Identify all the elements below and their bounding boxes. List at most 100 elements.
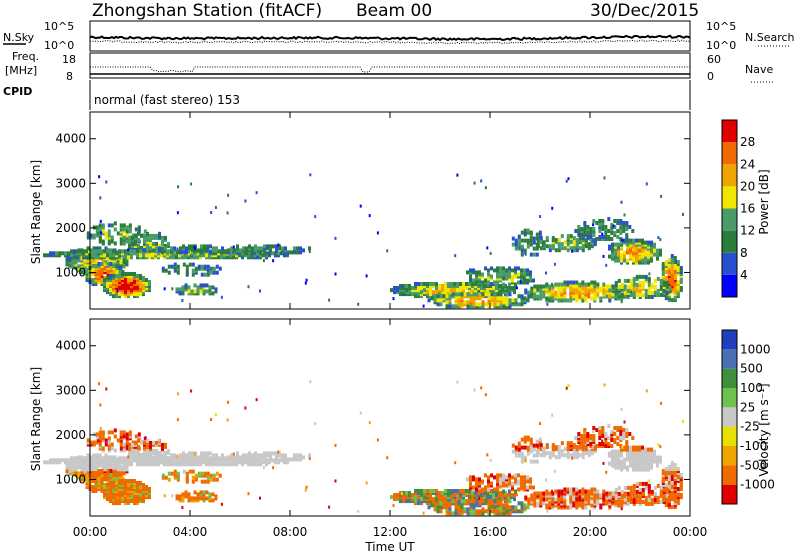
velocity-cell <box>206 471 210 476</box>
power-cell <box>462 288 465 293</box>
power-cell <box>52 251 55 256</box>
power-cell <box>647 282 651 287</box>
power-cell <box>487 268 490 273</box>
velocity-cell <box>670 461 674 465</box>
velocity-cell <box>505 509 509 514</box>
power-cell <box>293 246 296 251</box>
velocity-cell <box>508 489 511 494</box>
power-cell <box>475 270 478 275</box>
power-cell <box>592 223 595 227</box>
velocity-cell <box>275 455 278 460</box>
freq-label: Freq. <box>12 50 39 63</box>
power-cell <box>542 290 546 295</box>
power-cell <box>127 272 130 276</box>
velocity-cell <box>498 497 501 502</box>
velocity-cell <box>493 487 496 492</box>
velocity-cell <box>667 485 671 489</box>
power-cell <box>209 250 212 255</box>
power-cell <box>172 253 175 258</box>
power-cell <box>656 288 660 293</box>
velocity-cell <box>399 495 402 500</box>
power-cell <box>448 294 452 299</box>
velocity-cell <box>623 497 627 502</box>
power-cell <box>629 278 633 283</box>
power-cell <box>554 248 558 253</box>
power-cell <box>625 233 629 237</box>
velocity-cell <box>436 505 440 510</box>
velocity-cell <box>620 459 623 464</box>
power-cell <box>650 282 654 287</box>
power-cell <box>290 250 293 255</box>
power-cell <box>109 262 113 266</box>
velocity-cell <box>450 489 453 493</box>
velocity-cell <box>499 503 503 508</box>
power-cell <box>563 246 567 251</box>
colorbar-segment <box>722 186 737 209</box>
velocity-cell <box>505 479 508 484</box>
velocity-cell <box>532 453 536 458</box>
velocity-cell <box>128 430 132 435</box>
velocity-cell <box>575 451 579 456</box>
power-cell <box>660 194 663 198</box>
velocity-cell <box>263 451 266 456</box>
power-cell <box>572 294 576 299</box>
power-cell <box>70 249 73 254</box>
power-cell <box>272 259 275 263</box>
velocity-cell <box>459 495 462 500</box>
velocity-cell <box>104 453 108 458</box>
power-cell <box>226 255 229 260</box>
velocity-cell <box>58 458 61 463</box>
power-cell <box>557 282 561 287</box>
power-cell <box>176 247 179 251</box>
velocity-cell <box>626 495 630 500</box>
power-cell <box>635 238 638 243</box>
velocity-cell <box>612 431 615 435</box>
velocity-cell <box>304 488 307 492</box>
power-cell <box>447 288 450 293</box>
power-cell <box>563 280 567 285</box>
power-cell <box>490 274 493 279</box>
colorbar-frame <box>721 329 738 505</box>
power-cell <box>619 237 623 241</box>
power-cell <box>578 282 582 287</box>
velocity-cell <box>113 434 117 439</box>
velocity-cell <box>539 491 543 496</box>
power-cell <box>304 281 307 285</box>
velocity-cell <box>217 456 220 461</box>
velocity-cell <box>478 479 481 484</box>
power-cell <box>188 262 192 267</box>
velocity-cell <box>535 439 539 444</box>
power-cell <box>625 227 629 231</box>
velocity-cell <box>487 503 491 508</box>
velocity-cell <box>460 499 464 504</box>
velocity-cell <box>613 426 617 430</box>
power-cell <box>359 204 362 208</box>
power-cell <box>641 238 644 243</box>
velocity-cell <box>493 499 497 504</box>
velocity-cell <box>478 496 481 500</box>
power-cell <box>152 241 155 246</box>
velocity-cell <box>526 451 530 456</box>
power-cell <box>622 221 626 225</box>
power-cell <box>151 251 154 256</box>
velocity-cell <box>112 471 116 475</box>
velocity-cell <box>145 495 148 500</box>
velocity-cell <box>545 451 549 456</box>
velocity-cell <box>130 479 133 483</box>
velocity-cell <box>673 481 677 485</box>
velocity-cell <box>142 495 145 500</box>
velocity-cell <box>67 462 70 467</box>
power-cell <box>483 288 486 293</box>
power-cell <box>595 221 599 225</box>
power-cell <box>420 282 423 286</box>
power-cell <box>604 233 608 237</box>
power-cell <box>209 244 212 249</box>
power-cell <box>493 280 496 285</box>
power-cell <box>610 237 614 241</box>
velocity-cell <box>583 434 587 438</box>
power-cell <box>191 244 194 249</box>
power-cell <box>487 296 491 301</box>
velocity-cell <box>533 501 537 506</box>
power-cell <box>502 270 505 275</box>
power-cell <box>139 288 142 293</box>
